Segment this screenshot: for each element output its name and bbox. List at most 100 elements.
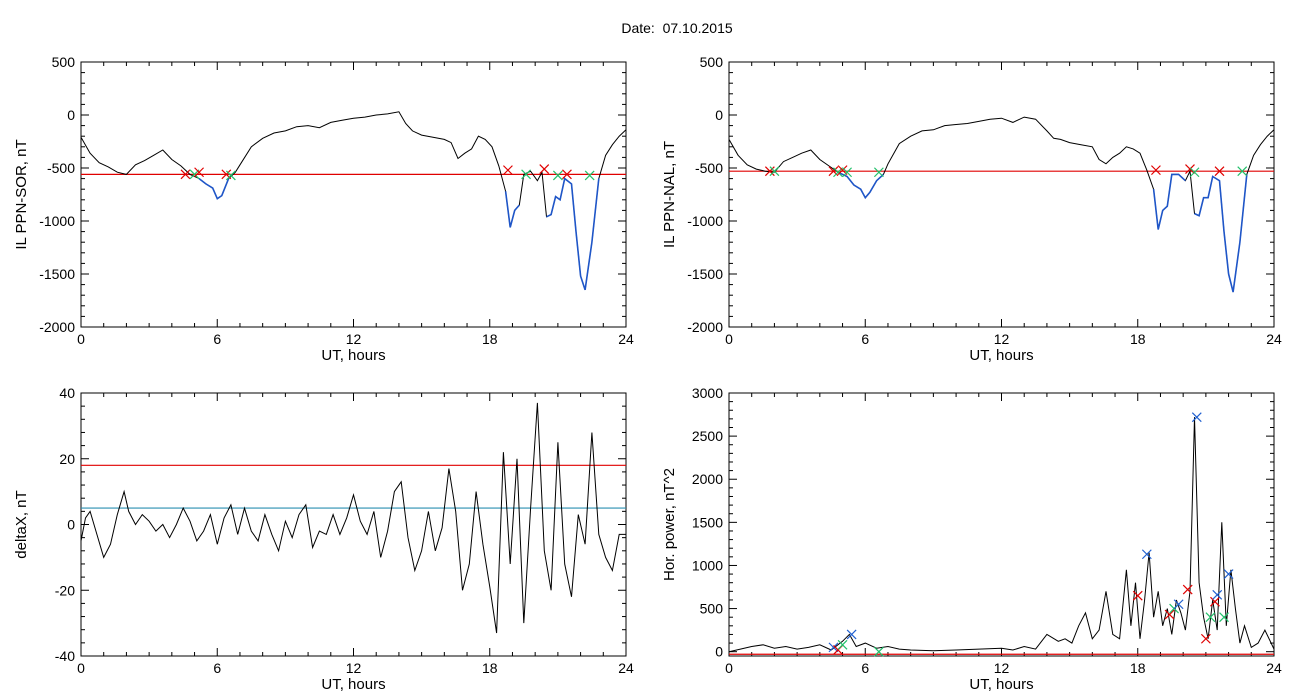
x-tick-label: 12 [994, 331, 1010, 347]
event-marker [846, 629, 857, 640]
y-tick-label: 500 [700, 54, 724, 70]
x-axis-label: UT, hours [969, 347, 1033, 364]
event-marker [1132, 590, 1143, 601]
event-marker [1223, 569, 1234, 580]
x-tick-label: 6 [861, 660, 869, 676]
y-axis-label: deltaX, nT [13, 490, 30, 558]
y-tick-label: -2000 [687, 319, 723, 335]
event-marker [1141, 549, 1152, 560]
y-tick-label: -1500 [39, 266, 75, 282]
chart-panel-3: 0 6 12 18 24 40 20 0 -20 -40 UT, hours deltaX, nT [13, 385, 634, 693]
series-line-1 [728, 116, 1275, 293]
y-axis-label: IL PPN-NAL, nT [661, 141, 678, 248]
event-marker [194, 167, 205, 178]
x-tick-label: 24 [618, 331, 634, 347]
y-tick-label: 500 [700, 601, 724, 617]
x-axis-label: UT, hours [321, 676, 385, 693]
x-tick-label: 0 [725, 660, 733, 676]
chart-panel-1: 0 6 12 18 24 500 0 -500 -1000 -1500 -2000 UT, hours… [13, 54, 634, 364]
event-marker [1173, 599, 1184, 610]
y-tick-label: -2000 [39, 319, 75, 335]
event-marker [1200, 633, 1211, 644]
x-tick-label: 18 [1130, 331, 1146, 347]
event-marker [539, 164, 550, 174]
event-marker [1237, 166, 1248, 177]
x-tick-label: 0 [77, 331, 85, 347]
figure-title: Date: 07.10.2015 [0, 20, 1300, 36]
event-marker [521, 169, 532, 180]
y-tick-label: -40 [55, 648, 75, 664]
y-tick-label: -1500 [687, 266, 723, 282]
event-marker [1185, 164, 1195, 174]
y-tick-label: 1000 [692, 557, 723, 573]
x-tick-label: 18 [1130, 660, 1146, 676]
y-tick-label: 2000 [692, 471, 723, 487]
x-tick-label: 12 [346, 660, 362, 676]
event-marker [1210, 596, 1220, 607]
y-tick-label: 500 [52, 54, 76, 70]
event-marker [552, 170, 563, 181]
x-tick-label: 18 [482, 331, 498, 347]
series-line-1 [80, 111, 627, 291]
y-tick-label: 0 [67, 107, 75, 123]
event-marker [837, 639, 848, 650]
y-tick-label: 0 [715, 644, 723, 660]
event-marker [873, 167, 884, 178]
x-tick-label: 6 [213, 660, 221, 676]
y-axis-label: Hor. power, nT^2 [661, 468, 678, 581]
event-segment [198, 177, 230, 200]
event-marker [1189, 167, 1200, 178]
x-tick-label: 12 [346, 331, 362, 347]
event-marker [1219, 612, 1229, 623]
y-tick-label: -1000 [687, 213, 723, 229]
y-tick-label: -20 [55, 582, 75, 598]
y-tick-label: 2500 [692, 428, 723, 444]
x-tick-label: 18 [482, 660, 498, 676]
x-tick-label: 24 [1266, 331, 1282, 347]
event-marker [1164, 609, 1175, 620]
event-marker [842, 167, 853, 178]
chart-panel-2: 0 6 12 18 24 500 0 -500 -1000 -1500 -2000 UT, hours… [661, 54, 1282, 364]
plot-frame [728, 392, 1275, 657]
x-tick-label: 24 [618, 660, 634, 676]
event-segment [546, 177, 600, 291]
date-label: Date: [621, 20, 655, 36]
event-marker [225, 170, 236, 181]
x-tick-label: 12 [994, 660, 1010, 676]
event-marker [769, 166, 780, 177]
y-tick-label: -500 [695, 160, 723, 176]
y-tick-label: 40 [59, 385, 75, 401]
event-marker [1205, 612, 1216, 623]
event-marker [502, 165, 513, 176]
event-marker [828, 642, 839, 653]
x-tick-label: 6 [861, 331, 869, 347]
event-marker [1191, 412, 1202, 423]
x-axis-label: UT, hours [321, 347, 385, 364]
date-value: 07.10.2015 [662, 20, 733, 36]
event-marker [1214, 166, 1225, 177]
chart-panel-4: 0 6 12 18 24 3000 2500 2000 1500 1000 500 0 UT, hour… [661, 385, 1282, 693]
y-tick-label: 3000 [692, 385, 723, 401]
x-tick-label: 0 [77, 660, 85, 676]
event-marker [562, 169, 572, 180]
event-marker [584, 170, 595, 181]
series-line-1 [728, 417, 1275, 653]
x-tick-label: 0 [725, 331, 733, 347]
x-axis-label: UT, hours [969, 676, 1033, 693]
x-tick-label: 6 [213, 331, 221, 347]
y-tick-label: -500 [47, 160, 75, 176]
event-marker [764, 166, 775, 177]
event-marker [180, 169, 191, 180]
event-marker [1182, 584, 1193, 595]
x-tick-label: 24 [1266, 660, 1282, 676]
y-tick-label: 1500 [692, 514, 723, 530]
event-marker [1212, 589, 1223, 600]
y-tick-label: 0 [67, 517, 75, 533]
event-segment [1194, 174, 1248, 293]
series-line-1 [80, 402, 626, 634]
y-tick-label: 20 [59, 451, 75, 467]
y-tick-label: 0 [715, 107, 723, 123]
event-marker [1150, 165, 1161, 176]
event-segment [1152, 173, 1186, 230]
